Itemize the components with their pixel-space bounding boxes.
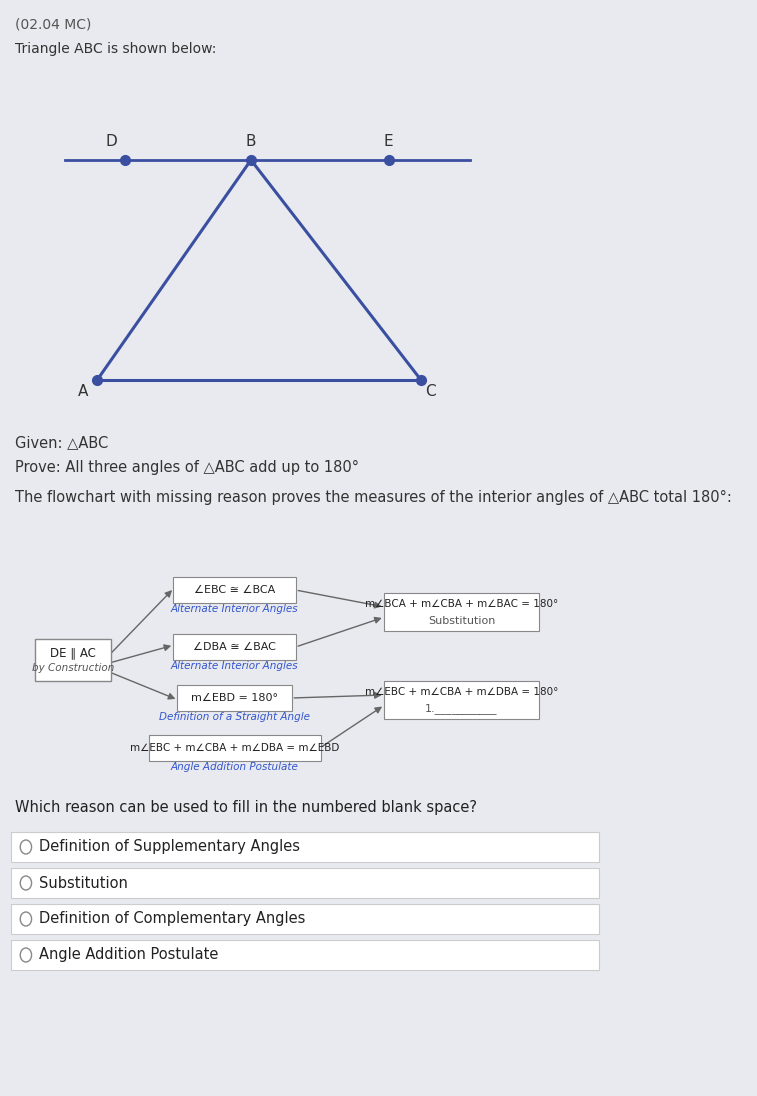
Text: Alternate Interior Angles: Alternate Interior Angles	[171, 661, 298, 671]
Text: A: A	[77, 385, 88, 400]
Text: Definition of a Straight Angle: Definition of a Straight Angle	[159, 712, 310, 722]
Text: DE ∥ AC: DE ∥ AC	[50, 647, 96, 660]
FancyBboxPatch shape	[35, 639, 111, 681]
Text: Prove: All three angles of △ABC add up to 180°: Prove: All three angles of △ABC add up t…	[14, 460, 359, 475]
FancyBboxPatch shape	[149, 735, 321, 761]
FancyBboxPatch shape	[11, 940, 599, 970]
Text: B: B	[246, 135, 256, 149]
FancyBboxPatch shape	[173, 576, 296, 603]
Text: Alternate Interior Angles: Alternate Interior Angles	[171, 604, 298, 614]
Text: Substitution: Substitution	[428, 616, 495, 626]
Text: m∠EBC + m∠CBA + m∠DBA = 180°: m∠EBC + m∠CBA + m∠DBA = 180°	[365, 687, 558, 697]
Text: Substitution: Substitution	[39, 876, 128, 890]
FancyBboxPatch shape	[11, 868, 599, 898]
FancyBboxPatch shape	[384, 593, 539, 631]
Text: Given: △ABC: Given: △ABC	[14, 435, 107, 450]
FancyBboxPatch shape	[177, 685, 292, 711]
FancyBboxPatch shape	[384, 681, 539, 719]
Text: 1.___________: 1.___________	[425, 704, 497, 715]
Text: E: E	[384, 135, 394, 149]
FancyBboxPatch shape	[173, 633, 296, 660]
Text: Definition of Supplementary Angles: Definition of Supplementary Angles	[39, 840, 300, 855]
Text: Definition of Complementary Angles: Definition of Complementary Angles	[39, 912, 305, 926]
Text: Angle Addition Postulate: Angle Addition Postulate	[171, 762, 299, 772]
Text: m∠BCA + m∠CBA + m∠BAC = 180°: m∠BCA + m∠CBA + m∠BAC = 180°	[365, 600, 558, 609]
FancyBboxPatch shape	[11, 832, 599, 861]
Text: The flowchart with missing reason proves the measures of the interior angles of : The flowchart with missing reason proves…	[14, 490, 731, 505]
Text: D: D	[105, 135, 117, 149]
Text: Which reason can be used to fill in the numbered blank space?: Which reason can be used to fill in the …	[14, 800, 477, 815]
Text: Angle Addition Postulate: Angle Addition Postulate	[39, 948, 218, 962]
Text: ∠DBA ≅ ∠BAC: ∠DBA ≅ ∠BAC	[193, 642, 276, 652]
Text: Triangle ABC is shown below:: Triangle ABC is shown below:	[14, 42, 216, 56]
Text: C: C	[425, 385, 436, 400]
Text: by Construction: by Construction	[32, 663, 114, 673]
Text: ∠EBC ≅ ∠BCA: ∠EBC ≅ ∠BCA	[194, 585, 276, 595]
Text: m∠EBC + m∠CBA + m∠DBA = m∠EBD: m∠EBC + m∠CBA + m∠DBA = m∠EBD	[130, 743, 339, 753]
FancyBboxPatch shape	[11, 904, 599, 934]
Text: (02.04 MC): (02.04 MC)	[14, 18, 91, 32]
Text: m∠EBD = 180°: m∠EBD = 180°	[192, 693, 279, 703]
